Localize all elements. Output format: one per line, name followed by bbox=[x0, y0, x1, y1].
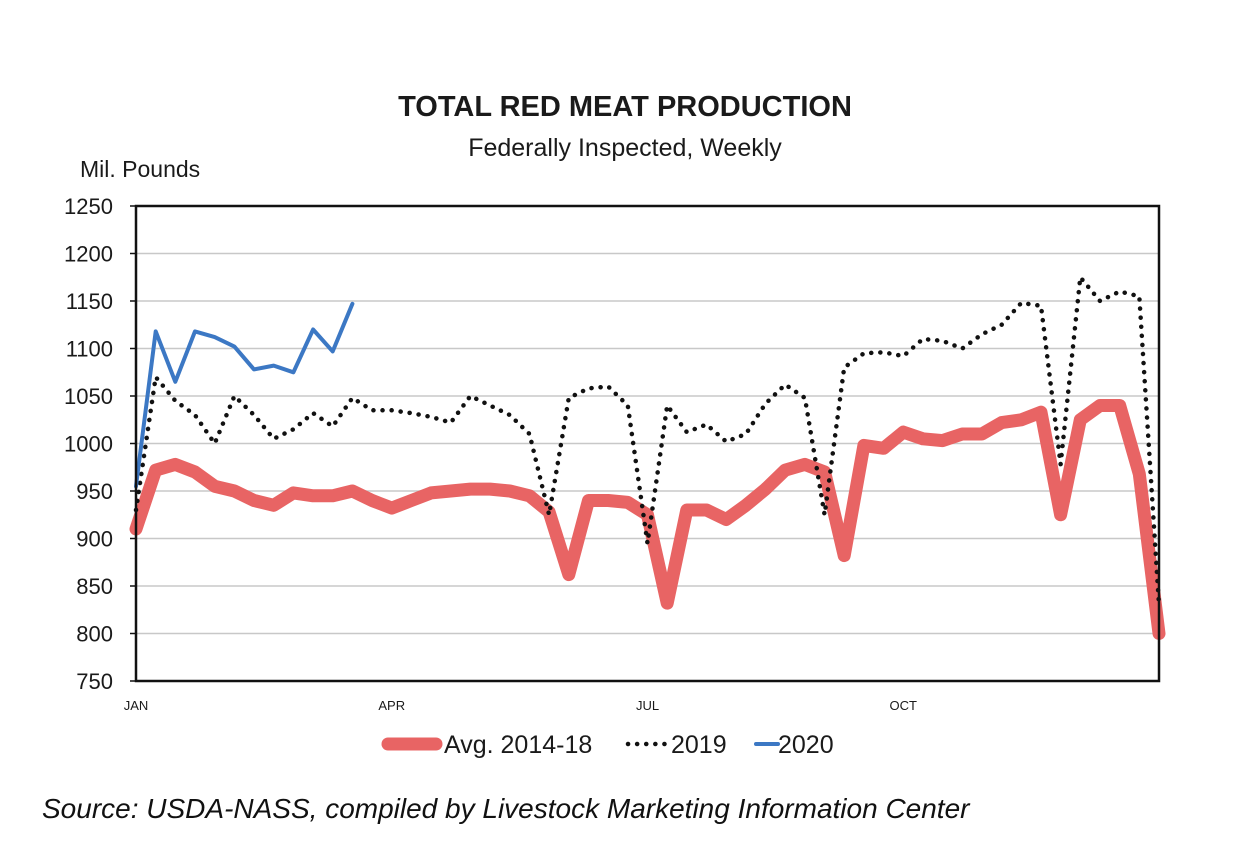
legend-label: 2020 bbox=[778, 731, 834, 759]
plot-area-frame bbox=[134, 204, 1161, 683]
chart-subtitle: Federally Inspected, Weekly bbox=[468, 134, 782, 162]
series-lines bbox=[129, 275, 1166, 640]
y-tick-label: 1200 bbox=[64, 242, 113, 267]
series-line-2020 bbox=[134, 301, 355, 489]
y-tick-label: 750 bbox=[76, 669, 113, 694]
x-tick-label: JUL bbox=[636, 698, 659, 713]
y-tick-label: 800 bbox=[76, 622, 113, 647]
y-tick-label: 1000 bbox=[64, 432, 113, 457]
y-tick-label: 1050 bbox=[64, 384, 113, 409]
y-axis-label: Mil. Pounds bbox=[80, 156, 200, 182]
x-tick-labels: JAN APR JUL OCT bbox=[124, 698, 917, 713]
y-tick-label: 1150 bbox=[66, 289, 113, 314]
x-tick-label: OCT bbox=[890, 698, 918, 713]
y-tick-label: 900 bbox=[76, 527, 113, 552]
series-line-2019 bbox=[133, 275, 1162, 608]
legend-label: Avg. 2014-18 bbox=[444, 731, 592, 759]
y-tick-label: 1250 bbox=[64, 194, 113, 219]
y-tick-label: 1100 bbox=[66, 337, 113, 362]
y-tick-label: 950 bbox=[76, 479, 113, 504]
legend: Avg. 2014-18 2019 2020 bbox=[381, 731, 834, 759]
x-tick-label: JAN bbox=[124, 698, 149, 713]
x-tick-label: APR bbox=[378, 698, 405, 713]
source-note: Source: USDA-NASS, compiled by Livestock… bbox=[42, 793, 970, 824]
legend-label: 2019 bbox=[671, 731, 727, 759]
gridlines bbox=[136, 252, 1159, 635]
series-line-avg-2014-18 bbox=[129, 399, 1166, 640]
y-tick-labels: 1250 1200 1150 1100 1050 1000 950 900 850 800 750 bbox=[64, 194, 136, 694]
y-tick-label: 850 bbox=[76, 574, 113, 599]
chart-title: TOTAL RED MEAT PRODUCTION bbox=[398, 91, 852, 123]
